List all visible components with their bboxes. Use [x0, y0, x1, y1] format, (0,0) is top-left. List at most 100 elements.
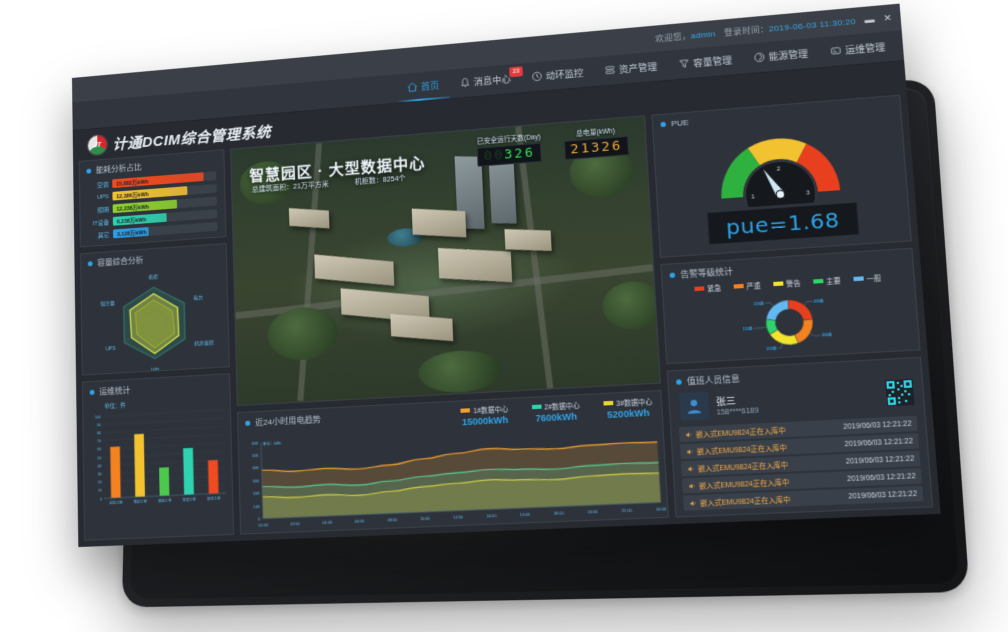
bullet-icon: [675, 379, 682, 385]
counter-digits: 326: [503, 145, 536, 163]
svg-text:10: 10: [98, 489, 102, 493]
svg-text:单位：kWh: 单位：kWh: [263, 440, 282, 446]
energy-bar-value: 12,238万kWh: [116, 204, 150, 213]
close-icon[interactable]: ✕: [882, 12, 893, 24]
welcome-label: 欢迎您，: [655, 30, 691, 44]
nav-label: 容量管理: [692, 55, 733, 69]
legend-swatch: [693, 286, 704, 292]
energy-bar-fill: 12,238万kWh: [112, 199, 178, 214]
svg-text:80: 80: [97, 431, 101, 435]
log-text: 嵌入式EMU9824正在入库中: [686, 441, 787, 456]
login-time-label: 登录时间：: [723, 23, 770, 38]
dashboard-screen: 欢迎您，admin 登录时间：2019-06-03 11:30:20 ▬ ✕ 首…: [71, 3, 941, 548]
energy-ratio-card: 能耗分析占比 空调 15,882万kWh UPS 12,386万kWh 照明 12,238…: [78, 149, 227, 248]
svg-text:U位: U位: [151, 366, 160, 374]
energy-bar-fill: 6,238万kWh: [112, 212, 167, 226]
svg-text:20:00: 20:00: [588, 510, 598, 515]
bulb-icon: [753, 51, 766, 63]
svg-text:机房面积: 机房面积: [194, 339, 214, 347]
nav-label: 消息中心: [473, 74, 511, 88]
message-badge: 23: [509, 66, 523, 78]
nav-item-asset-management[interactable]: 资产管理: [604, 60, 658, 78]
legend-swatch: [812, 278, 823, 284]
energy-bar-label: IT设备: [92, 220, 110, 228]
capacity-radar-title: 容量综合分析: [97, 255, 144, 268]
nav-item-capacity-management[interactable]: 容量管理: [678, 53, 732, 71]
log-time: 2019/06/03 12:21:22: [846, 472, 916, 483]
svg-text:16:00: 16:00: [520, 513, 530, 518]
pue-gauge-chart: 1 2 3: [653, 110, 907, 214]
svg-text:00:00: 00:00: [656, 507, 666, 512]
energy-bar-fill: 3,128万kWh: [113, 227, 149, 239]
svg-text:0: 0: [100, 497, 102, 501]
svg-text:70: 70: [97, 439, 101, 443]
nav-item-message-center[interactable]: 消息中心 23: [459, 66, 523, 89]
user-icon: [687, 399, 702, 414]
svg-text:维修工单: 维修工单: [134, 498, 148, 504]
nav-item-energy-management[interactable]: 能源管理: [753, 47, 808, 65]
duty-staff-name: 张三: [715, 395, 737, 407]
svg-text:3: 3: [806, 191, 810, 198]
counter-digits: 21326: [570, 138, 623, 158]
capacity-icon: [678, 58, 690, 70]
alarm-level-card: 告警等级统计 紧急 严重 警告 主要 一般 230条 206条 213条 112条 210条: [660, 247, 921, 365]
svg-text:50: 50: [97, 456, 101, 460]
log-text: 嵌入式EMU9824正在入库中: [684, 424, 786, 440]
svg-text:18:00: 18:00: [554, 511, 564, 516]
bell-icon: [459, 77, 471, 89]
svg-text:60K: 60K: [252, 441, 259, 446]
svg-text:电力: 电力: [193, 293, 203, 301]
campus-aerial-image: [231, 116, 661, 406]
log-time: 2019/06/03 12:21:22: [845, 454, 915, 466]
log-text: 嵌入式EMU9824正在入库中: [687, 459, 788, 474]
pue-value: pue=1.68: [725, 207, 841, 240]
bullet-icon: [660, 121, 667, 128]
capacity-radar-chart: 机柜 电力 机房面积 U位 UPS 制冷量: [81, 263, 229, 375]
svg-text:20K: 20K: [253, 492, 260, 497]
monitor-icon: [531, 70, 543, 82]
duty-log-list: 嵌入式EMU9824正在入库中 2019/06/03 12:21:22 嵌入式EMU…: [671, 415, 931, 511]
svg-text:22:00: 22:00: [622, 508, 632, 513]
svg-text:00:00: 00:00: [259, 523, 268, 528]
nav-label: 资产管理: [618, 61, 658, 75]
svg-text:14:00: 14:00: [486, 514, 496, 519]
left-column: 能耗分析占比 空调 15,882万kWh UPS 12,386万kWh 照明 12,238…: [78, 149, 235, 541]
svg-text:变更工单: 变更工单: [182, 496, 196, 502]
bullet-icon: [87, 261, 93, 267]
minimize-icon[interactable]: ▬: [864, 13, 875, 25]
svg-text:02:00: 02:00: [290, 522, 299, 527]
qr-code-icon[interactable]: [885, 378, 915, 407]
nav-item-environment-monitor[interactable]: 动环监控: [531, 66, 584, 83]
power-trend-legend-item: 3#数据中心 5200kWh: [603, 396, 653, 421]
svg-text:40K: 40K: [252, 466, 259, 471]
nav-label: 首页: [420, 80, 440, 92]
nav-item-ops-management[interactable]: 运维管理: [829, 40, 886, 58]
ops-stats-title: 运维统计: [99, 385, 131, 397]
svg-text:50K: 50K: [252, 454, 259, 459]
capacity-radar-card: 容量综合分析 机柜 电力 机房面积 U位 UPS 制冷量: [80, 242, 230, 376]
avatar: [679, 391, 710, 421]
svg-text:12:00: 12:00: [453, 515, 463, 520]
svg-text:10:00: 10:00: [420, 517, 430, 522]
duty-staff-card: 值班人员信息 张三 158****6189: [666, 356, 934, 518]
svg-text:报修工单: 报修工单: [207, 495, 221, 501]
energy-bar-value: 6,238万kWh: [116, 216, 147, 225]
energy-bar-label: 照明: [97, 207, 109, 215]
svg-text:04:00: 04:00: [322, 521, 332, 526]
power-trend-legend-item: 2#数据中心 7600kWh: [531, 399, 580, 424]
nav-item-home[interactable]: 首页: [406, 78, 439, 94]
svg-text:巡检工单: 巡检工单: [109, 499, 123, 505]
login-time-text: 登录时间：2019-06-03 11:30:20: [724, 15, 856, 38]
speaker-icon: [687, 448, 694, 454]
center-column: 智慧园区 · 大型数据中心 总建筑面积：21万平方米 机柜数：8254个 已安全…: [230, 115, 669, 535]
log-time: 2019/06/03 12:21:22: [843, 419, 912, 431]
svg-text:UPS: UPS: [106, 346, 117, 353]
energy-bar-label: 其它: [97, 232, 110, 240]
svg-text:30: 30: [98, 472, 102, 476]
svg-text:213条: 213条: [767, 345, 778, 351]
alarm-donut-chart: 230条 206条 213条 112条 210条: [663, 281, 919, 361]
svg-text:100: 100: [95, 415, 101, 419]
ops-stats-chart: 单位：件 0 10 20 30 40 50 60 70 80 90 100 巡检工单 维修工单 故障工单变…: [83, 393, 232, 515]
